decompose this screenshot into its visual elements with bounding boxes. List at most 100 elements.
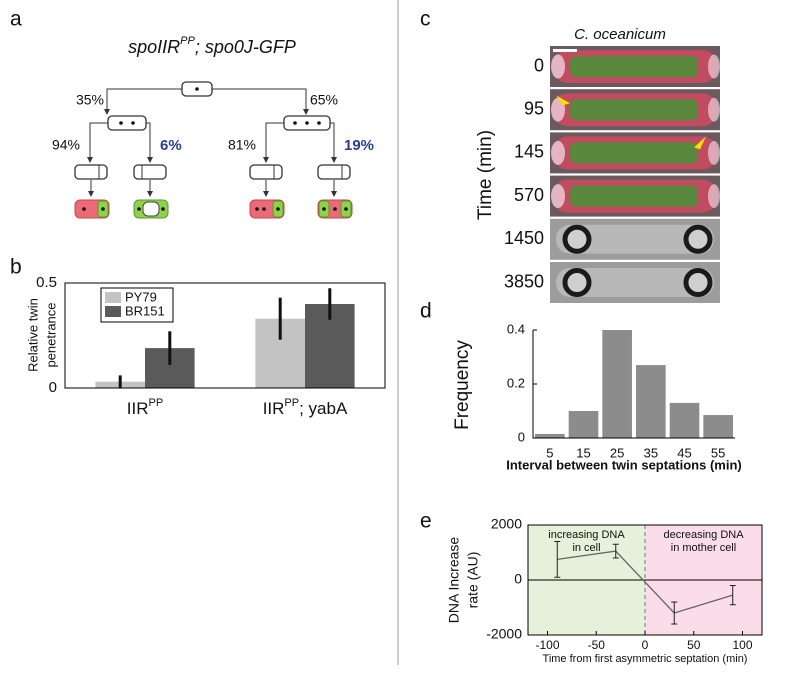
chromosome — [119, 121, 123, 125]
arrow — [263, 122, 284, 163]
legend-label: BR151 — [125, 303, 165, 318]
plot-frame — [64, 282, 386, 389]
branch-percent: 19% — [344, 137, 374, 154]
cell — [317, 164, 351, 180]
x-axis-label: Interval between twin septations (min) — [506, 457, 741, 472]
microscopy-panel: C. oceanicum Time (min) 0 95 145 570 1450 385… — [475, 26, 720, 303]
x-tick-label: 5 — [546, 445, 553, 460]
x-tick-label: 25 — [610, 445, 624, 460]
chromosome — [333, 207, 337, 211]
micrograph — [550, 89, 720, 131]
dna-signal — [570, 142, 698, 164]
x-tick-label: 55 — [711, 445, 725, 460]
sporangia — [74, 164, 351, 197]
spore — [683, 268, 713, 297]
arrow — [104, 88, 182, 115]
x-tick-label: 35 — [644, 445, 658, 460]
title-gene: spoIIR — [128, 37, 180, 57]
micrograph — [550, 46, 720, 87]
time-label: 1450 — [504, 228, 544, 248]
chromosome — [82, 207, 86, 211]
chromosome — [344, 207, 348, 211]
category-superscript: PP — [149, 397, 164, 409]
micrograph — [550, 218, 720, 260]
x-tick-label: -50 — [588, 638, 606, 652]
y-tick-label: 0 — [49, 379, 57, 396]
x-tick-label: -100 — [535, 638, 559, 652]
time-label: 145 — [514, 142, 544, 162]
arrow — [212, 88, 309, 115]
chromosome — [161, 207, 165, 211]
x-tick-label: 45 — [677, 445, 691, 460]
y-tick-label: 0 — [518, 429, 525, 444]
data-line — [557, 550, 733, 614]
dna-signal — [570, 185, 698, 207]
arrow — [87, 122, 108, 163]
panel-label: a — [10, 8, 22, 31]
x-axis-label: Time from first asymmetric septation (mi… — [543, 653, 748, 665]
panel-label: e — [420, 510, 432, 533]
bright-spot — [551, 184, 565, 209]
annotation: in cell — [572, 542, 600, 554]
branch-percent: 6% — [160, 137, 182, 154]
y-tick-label: 0.5 — [36, 274, 57, 291]
bright-spot — [551, 97, 565, 122]
branch-percent: 81% — [228, 137, 256, 153]
y-tick-label: 0 — [514, 571, 522, 587]
cell — [74, 164, 108, 180]
time-label: 570 — [514, 185, 544, 205]
annotation: in mother cell — [671, 542, 736, 554]
bar — [636, 365, 666, 438]
dna-signal — [570, 99, 698, 121]
x-tick-label: 100 — [732, 638, 752, 652]
title-rest: ; spo0J-GFP — [195, 37, 296, 57]
chromosome — [293, 121, 297, 125]
branch-percent: 35% — [76, 92, 104, 108]
bright-spot — [551, 54, 565, 79]
microscopy-ylabel: Time (min) — [475, 130, 496, 220]
y-axis-label: penetrance — [43, 302, 58, 367]
chromosome — [305, 121, 309, 125]
micrograph — [550, 175, 720, 217]
chromosome — [131, 121, 135, 125]
panel-label: c — [420, 8, 431, 31]
cell — [133, 164, 167, 180]
cell-body — [556, 224, 714, 254]
time-label: 95 — [524, 98, 544, 118]
legend-swatch — [105, 306, 121, 317]
panel-label: b — [10, 256, 22, 279]
diagram-title: spoIIRPP; spo0J-GFP — [128, 35, 296, 57]
spore — [683, 224, 713, 254]
arrowhead — [556, 95, 570, 106]
axes — [532, 330, 735, 439]
bright-spot — [708, 184, 720, 209]
x-tick-label: 15 — [576, 445, 590, 460]
cell-body — [556, 268, 714, 297]
y-axis-label: Relative twin — [25, 298, 40, 372]
category-text: IIR — [263, 399, 285, 418]
chromosome — [137, 207, 141, 211]
bar — [703, 415, 733, 438]
bar — [568, 411, 599, 438]
y-axis-label: rate (AU) — [465, 552, 481, 609]
spore — [562, 224, 592, 254]
y-axis-label: DNA Increase — [446, 537, 462, 624]
category-superscript: PP — [284, 397, 299, 409]
legend-label: PY79 — [125, 289, 157, 304]
bar — [535, 433, 565, 438]
y-tick-label: 0.4 — [507, 321, 525, 336]
x-tick-label: 0 — [642, 638, 649, 652]
lineage-diagram: spoIIRPP; spo0J-GFP 35% 65% 94% 6% 81% 1… — [52, 35, 374, 219]
chromosome — [317, 121, 321, 125]
bar — [669, 402, 700, 438]
chromosome — [255, 207, 259, 211]
chromosome — [276, 207, 280, 211]
branch-percent: 94% — [52, 137, 80, 153]
legend-swatch — [105, 292, 121, 303]
microscopy-title: C. oceanicum — [574, 26, 666, 43]
x-tick-label: IIRPP; yabA — [263, 397, 348, 419]
panel-label: d — [420, 300, 432, 323]
arrow — [330, 122, 337, 163]
bar — [602, 330, 632, 438]
